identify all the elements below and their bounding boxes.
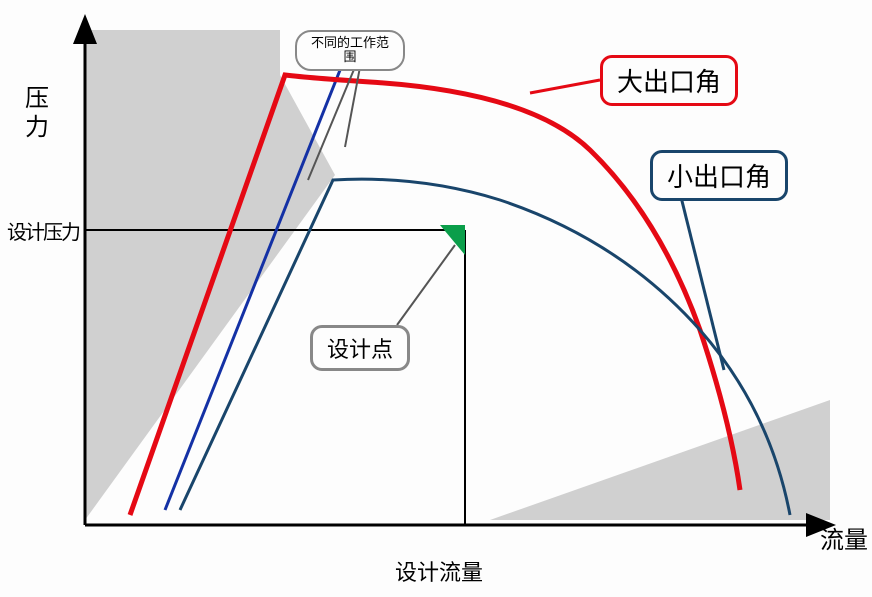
working-range-text: 不同的工作范围 bbox=[311, 35, 389, 64]
pump-curve-diagram: 压力 流量 设计压力 设计流量 大出口角 小出口角 不同的工作范围 设计点 bbox=[0, 0, 872, 597]
design-point-leader bbox=[397, 245, 455, 325]
lower-triangle-shade bbox=[490, 400, 830, 520]
design-point-marker bbox=[440, 225, 465, 255]
working-range-leader-1 bbox=[308, 67, 355, 180]
design-flow-label: 设计流量 bbox=[395, 555, 483, 587]
design-pressure-label: 设计压力 bbox=[7, 216, 79, 245]
working-range-callout: 不同的工作范围 bbox=[295, 30, 405, 71]
x-axis-label: 流量 bbox=[820, 520, 868, 555]
y-axis-label: 压力 bbox=[25, 85, 55, 143]
large-outlet-leader bbox=[530, 80, 600, 93]
large-outlet-callout: 大出口角 bbox=[600, 55, 738, 106]
diagram-svg bbox=[0, 0, 872, 597]
small-outlet-callout: 小出口角 bbox=[650, 150, 788, 201]
design-point-callout: 设计点 bbox=[310, 325, 410, 371]
